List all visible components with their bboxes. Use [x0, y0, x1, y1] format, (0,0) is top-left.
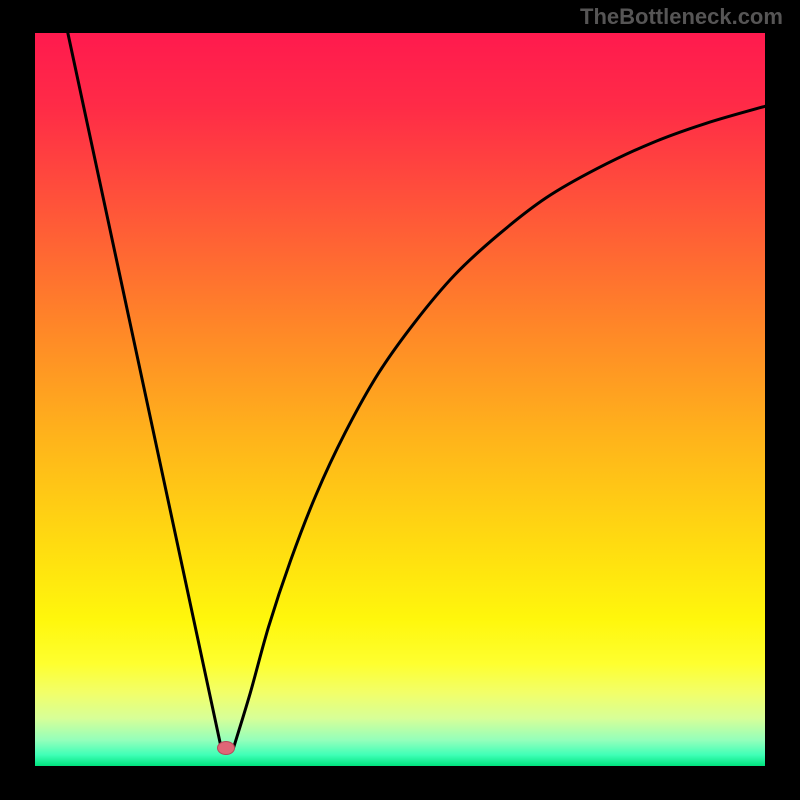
watermark-label: TheBottleneck.com: [580, 4, 783, 30]
plot-area: [35, 33, 765, 766]
chart-container: TheBottleneck.com: [0, 0, 800, 800]
curve-layer: [35, 33, 765, 766]
min-point-marker: [217, 741, 235, 755]
